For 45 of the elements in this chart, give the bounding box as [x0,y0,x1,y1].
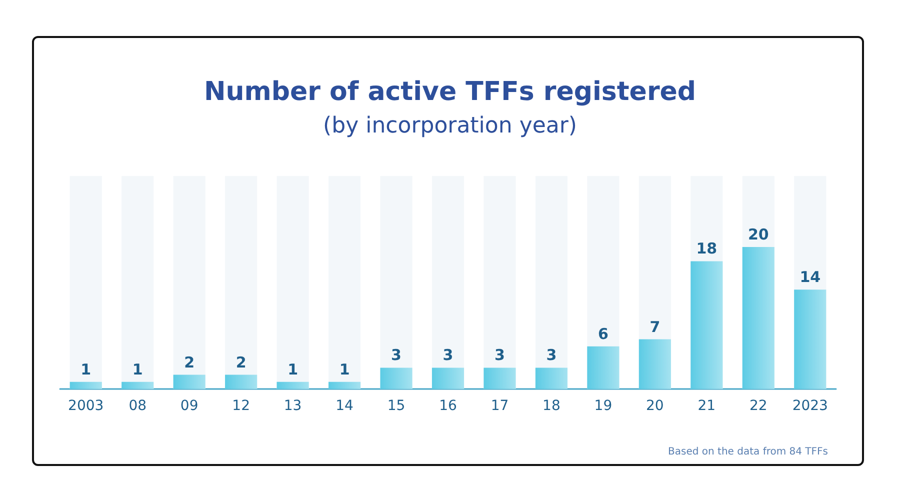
x-tick-label: 12 [232,398,250,414]
bar [432,368,464,389]
bar [380,368,412,389]
data-label: 2 [184,353,195,372]
bar [122,382,154,389]
x-tick-label: 2023 [792,398,828,414]
x-tick-label: 08 [128,398,147,414]
x-tick-label: 17 [490,398,509,414]
data-label: 20 [748,226,769,244]
x-tick-label: 2003 [68,398,104,414]
x-tick-label: 20 [646,398,664,414]
data-label: 3 [442,346,454,364]
x-tick-label: 18 [542,398,560,414]
bar [484,368,516,389]
bar [276,382,309,389]
data-label: 3 [546,346,557,364]
bar [225,374,258,389]
chart-title: Number of active TFFs registered [204,77,696,107]
x-tick-label: 09 [180,398,198,414]
x-tick-label: 16 [439,398,457,414]
data-label: 7 [650,318,660,336]
bar [70,382,102,389]
data-label: 3 [494,346,505,364]
text: Based on the data from 84 TFFs [668,446,828,458]
data-label: 1 [132,360,143,378]
data-label: 6 [598,324,608,343]
data-label: 18 [696,240,718,258]
x-tick-label: 14 [336,398,354,414]
x-tick-label: 13 [284,398,302,414]
bar [535,368,568,389]
bar [638,339,671,389]
bar [328,382,361,389]
bar [173,374,206,389]
x-tick-label: 22 [749,398,768,414]
data-label: 14 [800,268,821,286]
bar [587,346,620,389]
data-label: 1 [288,360,298,378]
x-tick-label: 15 [387,398,406,414]
x-tick-label: 21 [698,398,716,414]
data-label: 3 [391,346,402,364]
data-label: 2 [236,353,246,372]
data-label: 1 [80,360,92,378]
x-tick-label: 19 [594,398,612,414]
data-label: 1 [339,360,350,378]
chart-subtitle: (by incorporation year) [323,114,577,138]
